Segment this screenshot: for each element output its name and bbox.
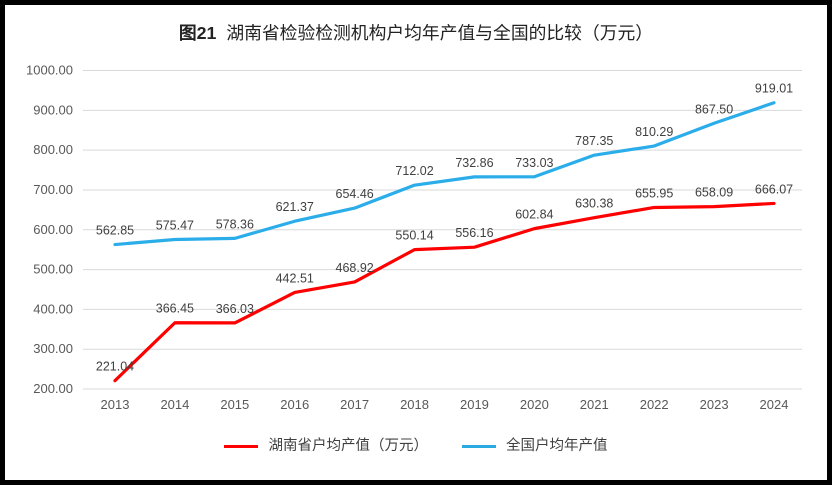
- svg-text:556.16: 556.16: [455, 226, 493, 240]
- svg-text:2022: 2022: [640, 397, 669, 412]
- svg-text:575.47: 575.47: [156, 219, 194, 233]
- svg-text:602.84: 602.84: [515, 208, 553, 222]
- svg-text:2017: 2017: [340, 397, 369, 412]
- svg-text:366.45: 366.45: [156, 302, 194, 316]
- svg-text:2021: 2021: [580, 397, 609, 412]
- svg-text:621.37: 621.37: [276, 200, 314, 214]
- svg-text:550.14: 550.14: [395, 229, 433, 243]
- svg-text:800.00: 800.00: [33, 142, 73, 157]
- svg-text:468.92: 468.92: [336, 261, 374, 275]
- svg-text:630.38: 630.38: [575, 197, 613, 211]
- svg-text:732.86: 732.86: [455, 156, 493, 170]
- svg-text:578.36: 578.36: [216, 217, 254, 231]
- svg-text:366.03: 366.03: [216, 302, 254, 316]
- svg-text:2020: 2020: [520, 397, 549, 412]
- svg-text:2019: 2019: [460, 397, 489, 412]
- svg-text:658.09: 658.09: [695, 186, 733, 200]
- svg-text:810.29: 810.29: [635, 125, 673, 139]
- svg-text:654.46: 654.46: [336, 187, 374, 201]
- svg-text:733.03: 733.03: [515, 156, 553, 170]
- svg-text:700.00: 700.00: [33, 182, 73, 197]
- svg-text:666.07: 666.07: [755, 182, 793, 196]
- svg-text:200.00: 200.00: [33, 381, 73, 396]
- svg-text:600.00: 600.00: [33, 222, 73, 237]
- svg-text:300.00: 300.00: [33, 341, 73, 356]
- svg-text:787.35: 787.35: [575, 134, 613, 148]
- svg-text:2016: 2016: [280, 397, 309, 412]
- svg-text:2023: 2023: [700, 397, 729, 412]
- svg-text:2015: 2015: [220, 397, 249, 412]
- svg-text:867.50: 867.50: [695, 102, 733, 116]
- svg-text:221.04: 221.04: [96, 360, 134, 374]
- svg-text:712.02: 712.02: [395, 164, 433, 178]
- svg-text:2014: 2014: [160, 397, 189, 412]
- svg-text:900.00: 900.00: [33, 102, 73, 117]
- svg-text:2013: 2013: [101, 397, 130, 412]
- svg-text:442.51: 442.51: [276, 271, 314, 285]
- svg-text:2018: 2018: [400, 397, 429, 412]
- svg-text:655.95: 655.95: [635, 186, 673, 200]
- svg-text:400.00: 400.00: [33, 301, 73, 316]
- svg-text:919.01: 919.01: [755, 82, 793, 96]
- svg-text:1000.00: 1000.00: [26, 63, 73, 78]
- svg-text:500.00: 500.00: [33, 262, 73, 277]
- svg-text:2024: 2024: [760, 397, 789, 412]
- svg-text:562.85: 562.85: [96, 224, 134, 238]
